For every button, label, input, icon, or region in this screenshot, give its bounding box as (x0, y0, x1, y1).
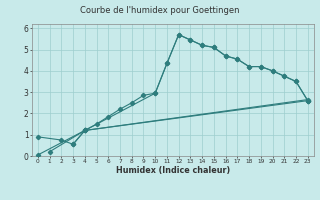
X-axis label: Humidex (Indice chaleur): Humidex (Indice chaleur) (116, 166, 230, 175)
Text: Courbe de l'humidex pour Goettingen: Courbe de l'humidex pour Goettingen (80, 6, 240, 15)
